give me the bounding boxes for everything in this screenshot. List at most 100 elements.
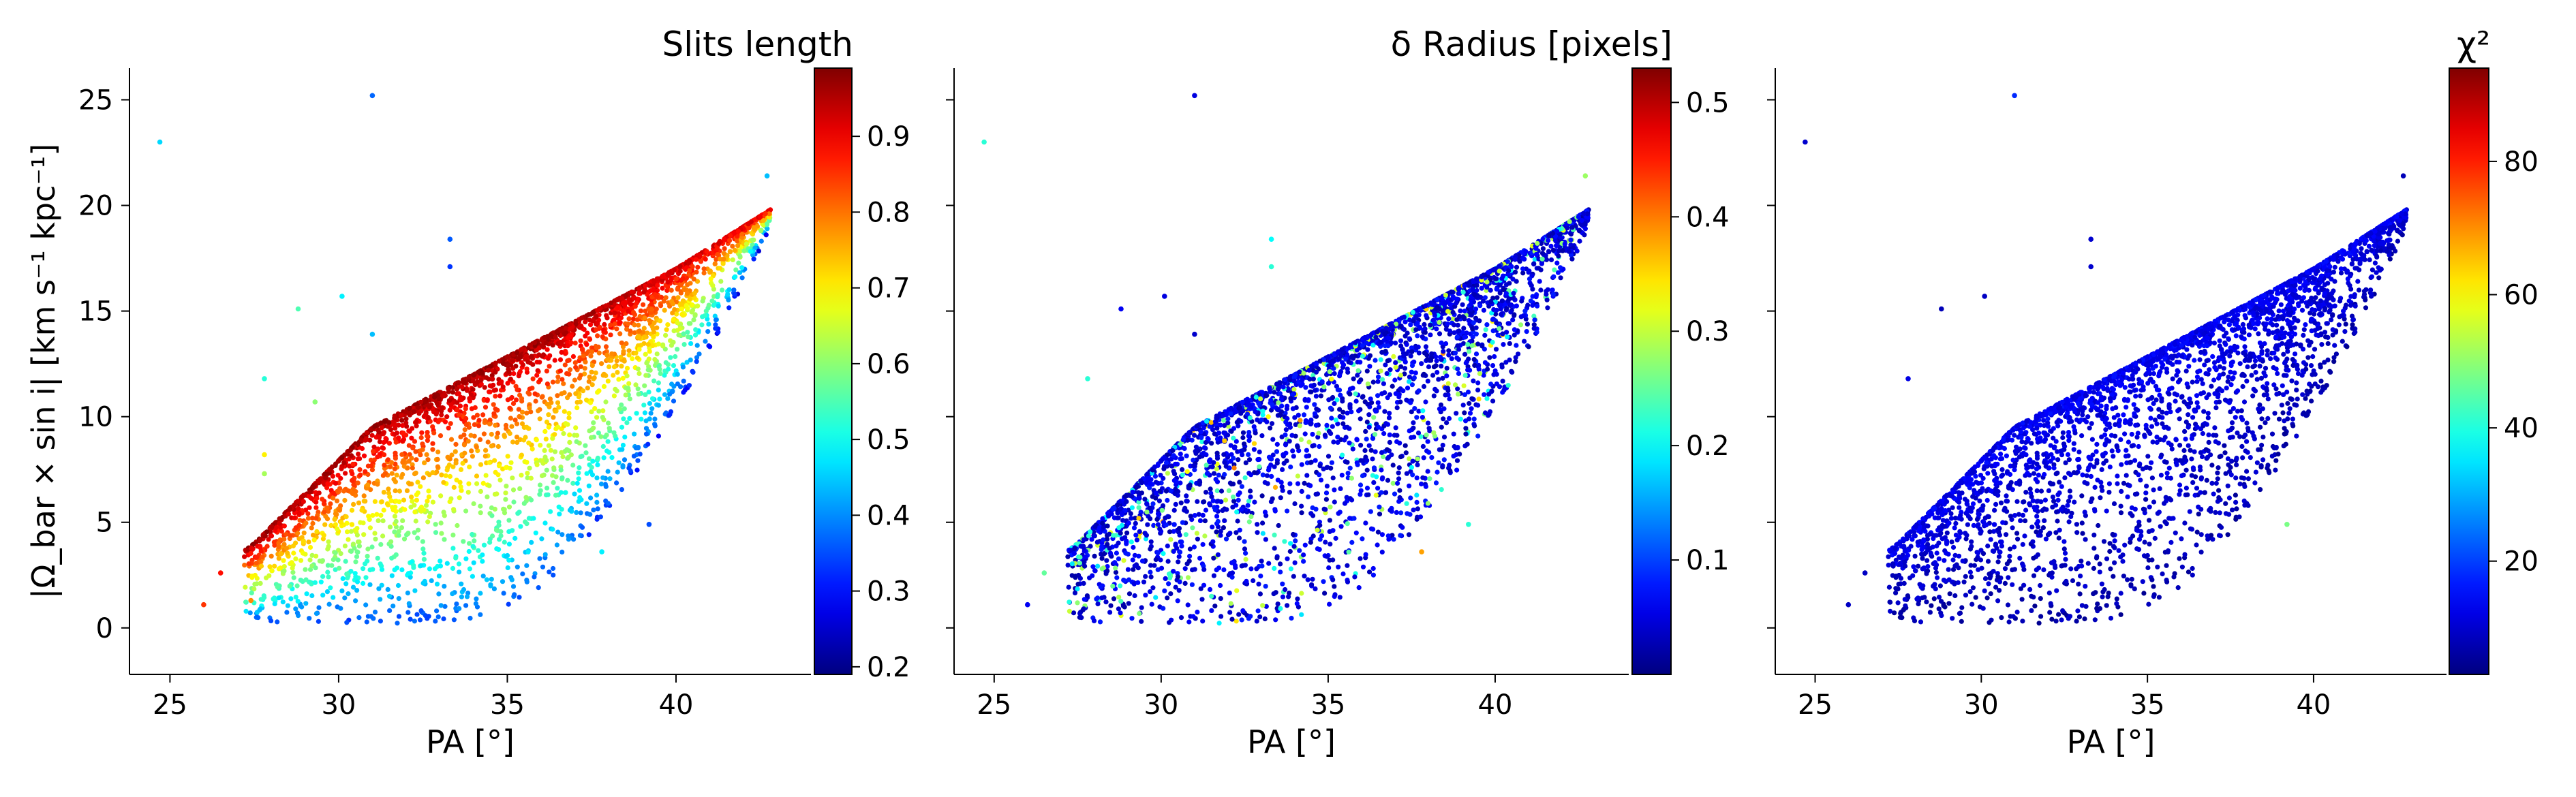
data-point (611, 364, 617, 370)
data-point (665, 396, 671, 401)
data-point (407, 405, 412, 411)
data-point (480, 559, 485, 564)
data-point (1450, 309, 1456, 315)
data-point (763, 211, 768, 217)
data-point (320, 593, 326, 598)
data-point (387, 525, 393, 530)
data-point (524, 424, 530, 430)
data-point (354, 532, 361, 538)
data-point (306, 493, 311, 499)
data-point (656, 341, 662, 347)
data-point (466, 374, 472, 379)
data-point (548, 332, 553, 338)
data-point (402, 507, 408, 512)
data-point (418, 452, 423, 458)
data-point (1398, 338, 1404, 343)
data-point (1385, 478, 1391, 483)
data-point (519, 398, 525, 404)
data-point (379, 499, 384, 505)
data-point (462, 450, 467, 456)
data-point (408, 616, 413, 622)
data-point (295, 306, 301, 312)
data-point (731, 287, 737, 293)
data-point (584, 397, 589, 403)
data-point (703, 309, 709, 314)
data-point (433, 619, 438, 624)
data-point (642, 315, 647, 321)
data-point (705, 329, 711, 334)
data-point (1435, 370, 1440, 375)
data-point (603, 303, 609, 309)
data-point (721, 251, 726, 256)
data-point (547, 353, 553, 358)
data-point (1375, 529, 1381, 535)
data-point (301, 530, 307, 535)
data-point (1375, 486, 1381, 491)
data-point (442, 537, 447, 542)
data-point (542, 520, 548, 526)
data-point (1370, 379, 1376, 385)
data-point (660, 274, 665, 280)
data-point (491, 388, 497, 393)
data-point (602, 330, 609, 335)
data-point (1462, 373, 1468, 378)
data-point (298, 603, 303, 609)
data-point (562, 390, 567, 396)
data-point (1280, 467, 1285, 473)
data-point (451, 507, 457, 512)
data-point (758, 214, 763, 219)
data-point (700, 314, 705, 319)
data-point (281, 564, 287, 569)
data-point (414, 497, 420, 503)
data-point (1366, 424, 1372, 430)
data-point (600, 334, 605, 339)
data-point (457, 495, 462, 501)
data-point (247, 610, 253, 616)
data-point (312, 399, 318, 405)
data-point (732, 247, 737, 253)
data-point (1148, 516, 1153, 522)
data-point (646, 389, 651, 395)
data-point (1144, 501, 1150, 507)
data-point (1444, 365, 1450, 371)
data-point (624, 420, 630, 426)
data-point (439, 472, 444, 478)
data-point (626, 352, 632, 358)
data-point (1469, 396, 1475, 401)
data-point (529, 354, 534, 359)
data-point (627, 416, 632, 422)
data-point (554, 329, 559, 334)
data-point (406, 443, 412, 448)
data-point (392, 567, 397, 573)
data-point (587, 512, 593, 517)
data-point (538, 488, 543, 493)
data-point (686, 383, 692, 388)
data-point (1274, 555, 1280, 561)
data-point (605, 501, 611, 506)
data-point (467, 615, 473, 621)
data-point (414, 612, 420, 617)
data-point (276, 556, 281, 561)
data-point (361, 566, 366, 572)
data-point (649, 301, 654, 307)
data-point (1387, 411, 1392, 416)
data-point (1476, 366, 1482, 372)
data-point (425, 438, 431, 443)
data-point (639, 416, 644, 422)
data-point (675, 295, 681, 300)
data-point (1382, 409, 1387, 414)
data-point (656, 388, 661, 393)
data-point (595, 462, 600, 468)
y-tick-label: 20 (78, 191, 113, 222)
data-point (1301, 552, 1306, 558)
scatter-points (981, 93, 1591, 626)
data-point (1171, 507, 1177, 513)
data-point (1393, 341, 1398, 346)
data-point (494, 491, 500, 497)
data-point (614, 388, 619, 394)
data-point (291, 550, 296, 556)
data-point (636, 322, 641, 328)
data-point (1364, 437, 1369, 442)
data-point (643, 426, 649, 431)
data-point (390, 604, 396, 609)
